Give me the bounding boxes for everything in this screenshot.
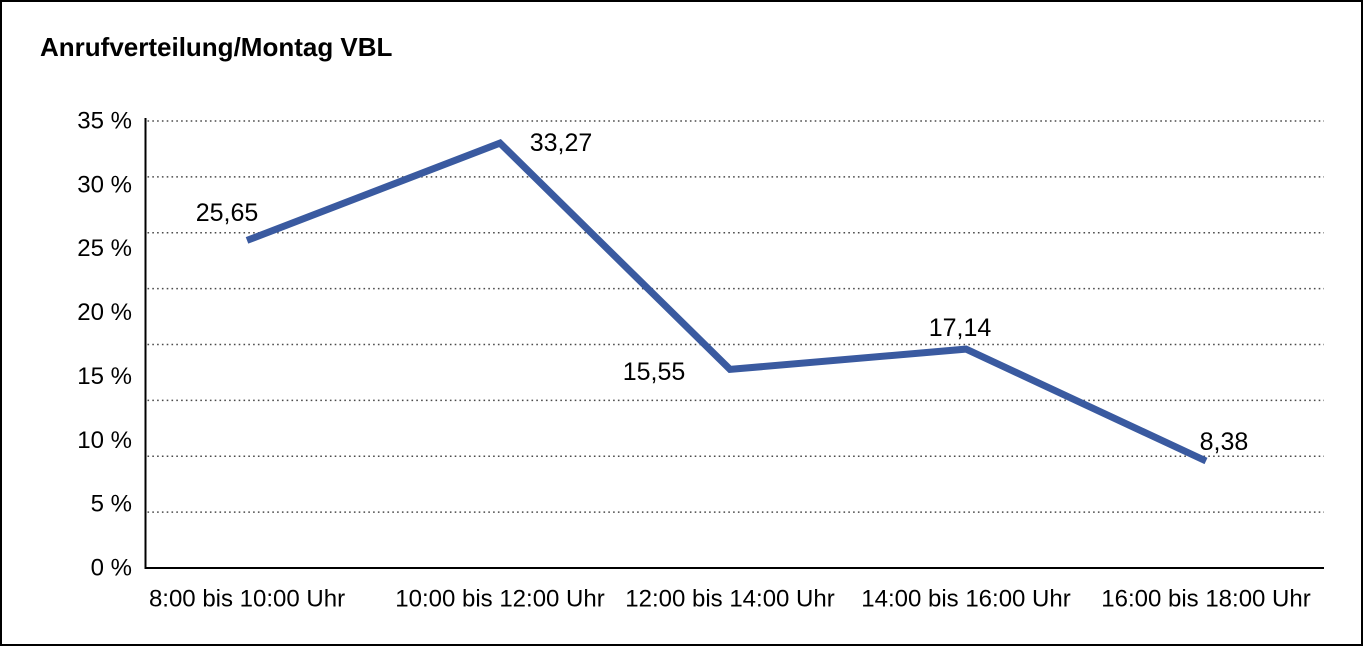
x-axis-labels: 8:00 bis 10:00 Uhr 10:00 bis 12:00 Uhr 12:…: [149, 586, 1311, 613]
data-point-label: 17,14: [929, 314, 992, 342]
y-tick-label: 35 %: [77, 108, 132, 135]
x-category-label: 12:00 bis 14:00 Uhr: [625, 586, 834, 613]
data-labels: 25,65 33,27 15,55 17,14 8,38: [196, 129, 1249, 456]
gridlines: [147, 120, 1324, 513]
y-tick-label: 0 %: [91, 555, 132, 582]
chart-title: Anrufverteilung/Montag VBL: [40, 32, 393, 62]
y-axis-labels: 0 % 5 % 10 % 15 % 20 % 25 % 30 % 35 %: [77, 108, 132, 582]
data-line: [245, 139, 1208, 465]
data-point-label: 8,38: [1200, 428, 1249, 456]
y-tick-label: 20 %: [77, 299, 132, 326]
y-tick-label: 15 %: [77, 363, 132, 390]
data-point-label: 25,65: [196, 199, 259, 227]
y-tick-label: 10 %: [77, 427, 132, 454]
y-tick-label: 30 %: [77, 171, 132, 198]
x-category-label: 8:00 bis 10:00 Uhr: [149, 586, 345, 613]
y-tick-label: 5 %: [91, 491, 132, 518]
data-point-label: 15,55: [623, 358, 686, 386]
x-category-label: 14:00 bis 16:00 Uhr: [861, 586, 1070, 613]
data-point-label: 33,27: [530, 129, 593, 157]
x-category-label: 16:00 bis 18:00 Uhr: [1101, 586, 1310, 613]
x-category-label: 10:00 bis 12:00 Uhr: [395, 586, 604, 613]
y-tick-label: 25 %: [77, 235, 132, 262]
